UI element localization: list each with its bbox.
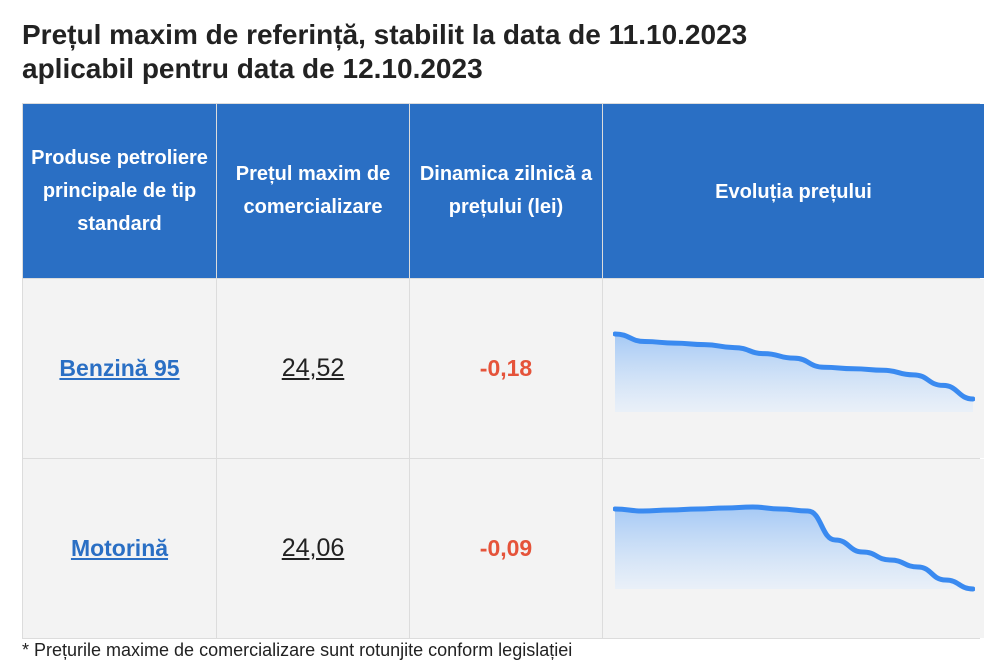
trend-line — [613, 504, 975, 592]
row-motorina-trend-cell — [603, 459, 984, 638]
trend-chart-benzina-95 — [613, 331, 975, 412]
title-line-1: Prețul maxim de referință, stabilit la d… — [22, 19, 748, 50]
row-benzina-trend-cell — [603, 279, 984, 458]
trend-line — [613, 331, 975, 402]
change-benzina-95: -0,18 — [479, 355, 533, 381]
title-line-2: aplicabil pentru data de 12.10.2023 — [22, 53, 483, 84]
footnote: * Prețurile maxime de comercializare sun… — [22, 640, 573, 660]
product-link-benzina-95[interactable]: Benzină 95 — [59, 355, 180, 381]
header-max-price: Prețul maxim de comercializare — [217, 104, 409, 278]
page-title: Prețul maxim de referință, stabilit la d… — [22, 18, 982, 86]
row-motorina-change-cell: -0,09 — [410, 459, 602, 638]
trend-chart-motorina — [613, 504, 975, 592]
row-benzina-price-cell: 24,52 — [217, 279, 409, 458]
row-benzina-product-cell: Benzină 95 — [23, 279, 216, 458]
trend-area — [615, 334, 973, 412]
price-table: Produse petroliere principale de tip sta… — [22, 103, 984, 639]
header-evolution: Evoluția prețului — [603, 104, 984, 278]
row-benzina-change-cell: -0,18 — [410, 279, 602, 458]
row-motorina-product-cell: Motorină — [23, 459, 216, 638]
trend-area — [615, 507, 973, 589]
price-motorina[interactable]: 24,06 — [281, 534, 345, 562]
header-product: Produse petroliere principale de tip sta… — [23, 104, 216, 278]
price-benzina-95[interactable]: 24,52 — [281, 354, 345, 382]
header-daily-change: Dinamica zilnică a prețului (lei) — [410, 104, 602, 278]
change-motorina: -0,09 — [479, 535, 533, 561]
product-link-motorina[interactable]: Motorină — [70, 535, 169, 561]
row-motorina-price-cell: 24,06 — [217, 459, 409, 638]
